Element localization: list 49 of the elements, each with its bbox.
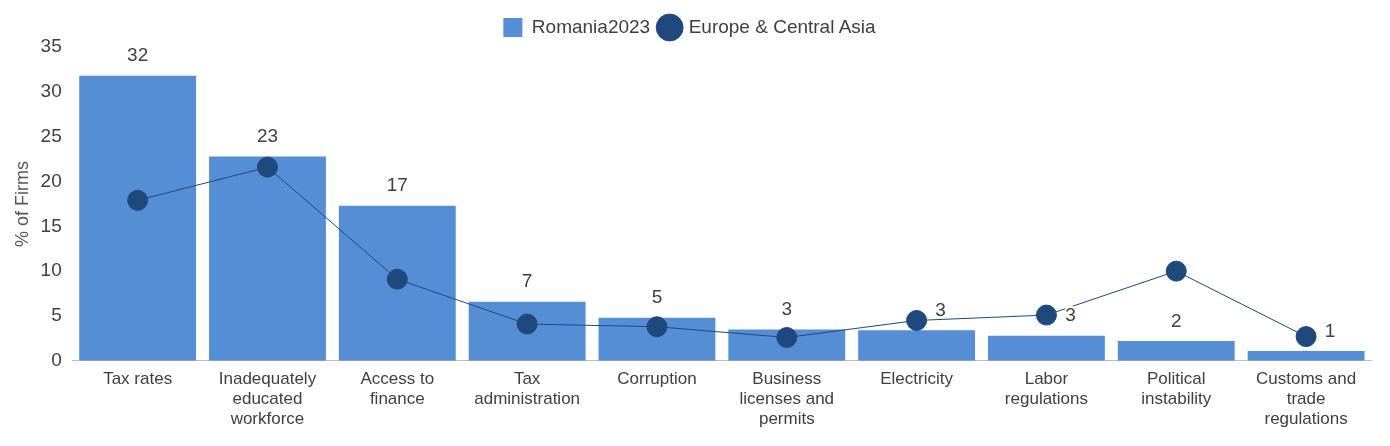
point: [646, 316, 668, 338]
y-tick-label: 5: [51, 304, 62, 326]
x-tick-label: Access to finance: [360, 368, 435, 409]
x-tick-label: Electricity: [880, 368, 954, 388]
x-tick-label: Tax administration: [474, 368, 581, 409]
data-label: 2: [1170, 309, 1182, 331]
y-tick-label: 25: [40, 124, 62, 146]
point: [906, 309, 928, 331]
data-label: 17: [386, 174, 408, 196]
bar: [988, 335, 1105, 361]
point: [1295, 326, 1317, 348]
data-label: 32: [127, 44, 149, 66]
data-label: 1: [1324, 319, 1336, 341]
point: [1035, 304, 1057, 326]
legend-label: Europe & Central Asia: [688, 15, 877, 37]
bar: [79, 75, 197, 361]
bar: [468, 301, 586, 361]
data-label: 3: [935, 299, 946, 321]
y-tick-label: 20: [40, 169, 62, 191]
data-label: 5: [651, 286, 663, 308]
bar: [209, 156, 326, 361]
data-label: 3: [1065, 304, 1076, 326]
x-tick-label: Corruption: [617, 368, 697, 388]
y-tick-label: 30: [40, 80, 62, 102]
y-tick-label: 35: [40, 35, 62, 57]
x-tick-label: Business licenses and permits: [739, 368, 835, 429]
data-label: 23: [256, 125, 279, 147]
data-label: 3: [781, 298, 793, 320]
point: [1165, 260, 1187, 282]
point: [256, 156, 278, 178]
data-label: 7: [521, 270, 533, 292]
y-tick-label: 15: [40, 214, 62, 236]
bar: [1117, 341, 1235, 361]
legend-label: Romania2023: [531, 15, 651, 37]
bar: [338, 205, 456, 361]
point: [127, 189, 149, 211]
x-tick-label: Customs and trade regulations: [1256, 368, 1357, 429]
y-tick-label: 10: [40, 259, 62, 281]
bar: [1247, 350, 1365, 361]
bar: [858, 330, 976, 361]
x-tick-label: Labor regulations: [1004, 368, 1089, 409]
point: [516, 313, 538, 335]
point: [386, 268, 408, 290]
point: [776, 326, 798, 348]
x-tick-label: Inadequately educated workforce: [218, 368, 317, 429]
y-tick-label: 0: [51, 349, 62, 371]
x-tick-label: Political instability: [1141, 368, 1212, 409]
x-tick-label: Tax rates: [103, 368, 173, 388]
y-axis-title: % of Firms: [11, 160, 32, 247]
